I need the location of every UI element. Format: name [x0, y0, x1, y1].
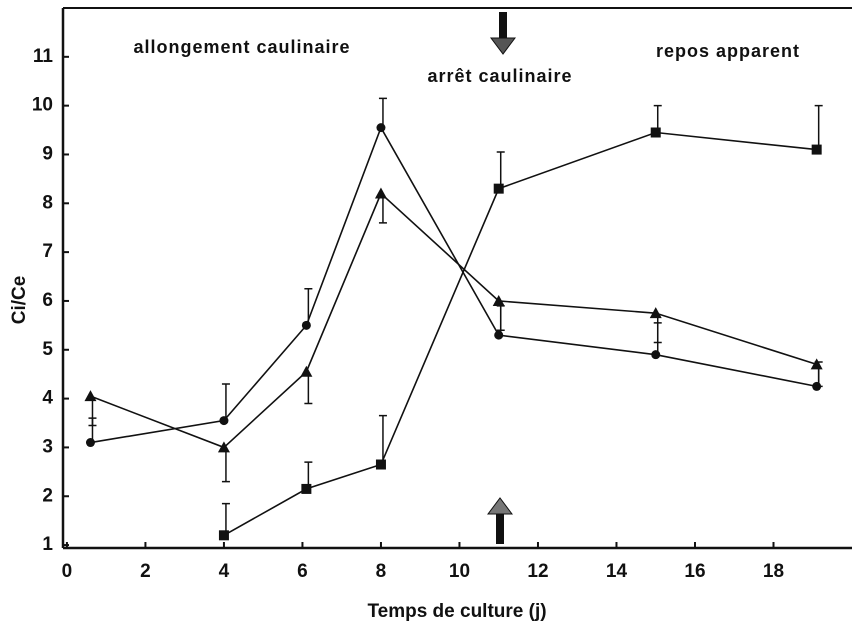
x-tick-label: 14	[606, 561, 628, 582]
series-line	[223, 131, 817, 537]
marker	[85, 438, 95, 448]
marker	[376, 123, 386, 133]
error-bar	[304, 287, 313, 326]
marker	[301, 483, 312, 494]
marker	[493, 183, 504, 194]
marker	[375, 459, 386, 470]
x-tick-label: 12	[527, 561, 548, 582]
x-tick-label: 4	[219, 561, 230, 582]
y-tick-label: 1	[42, 534, 53, 555]
marker	[651, 350, 661, 360]
y-tick-label: 7	[42, 241, 53, 262]
x-tick-label: 6	[297, 561, 308, 582]
x-tick-label: 10	[449, 561, 470, 582]
y-tick-label: 4	[42, 388, 53, 409]
marker	[301, 320, 311, 330]
y-tick-label: 2	[42, 485, 53, 506]
marker	[217, 441, 230, 453]
error-bar	[221, 447, 230, 483]
annotation: repos apparent	[656, 41, 800, 61]
marker	[650, 127, 661, 138]
marker	[494, 330, 504, 340]
arrow-down	[490, 12, 516, 55]
marker	[218, 530, 229, 541]
y-tick-label: 6	[42, 290, 53, 311]
marker	[374, 187, 387, 199]
x-tick-label: 18	[763, 561, 784, 582]
y-tick-label: 9	[42, 143, 53, 164]
series-line	[90, 125, 817, 444]
y-axis-label: Ci/Ce	[9, 276, 30, 325]
error-bar	[378, 414, 387, 465]
marker	[811, 144, 822, 155]
y-tick-label: 5	[42, 339, 53, 360]
x-tick-label: 8	[376, 561, 387, 582]
error-bar	[221, 383, 230, 421]
marker	[84, 390, 97, 402]
marker	[649, 307, 662, 319]
y-tick-label: 3	[42, 436, 53, 457]
marker	[300, 365, 313, 377]
x-axis-label: Temps de culture (j)	[367, 601, 546, 622]
annotation: allongement caulinaire	[133, 37, 350, 57]
marker	[492, 294, 505, 306]
y-tick-label: 11	[33, 46, 54, 67]
marker	[810, 358, 823, 370]
error-bar	[814, 104, 823, 150]
error-bar	[496, 151, 505, 189]
x-tick-label: 16	[684, 561, 705, 582]
y-tick-label: 10	[32, 95, 53, 116]
error-bar	[221, 502, 230, 536]
x-tick-label: 2	[140, 561, 151, 582]
y-tick-label: 8	[42, 192, 53, 213]
error-bar	[378, 97, 387, 128]
series-line	[90, 192, 817, 449]
error-bar	[304, 371, 313, 405]
marker	[219, 416, 229, 426]
x-tick-label: 0	[62, 561, 73, 582]
arrow-up	[487, 497, 513, 544]
annotation: arrêt caulinaire	[427, 66, 572, 86]
